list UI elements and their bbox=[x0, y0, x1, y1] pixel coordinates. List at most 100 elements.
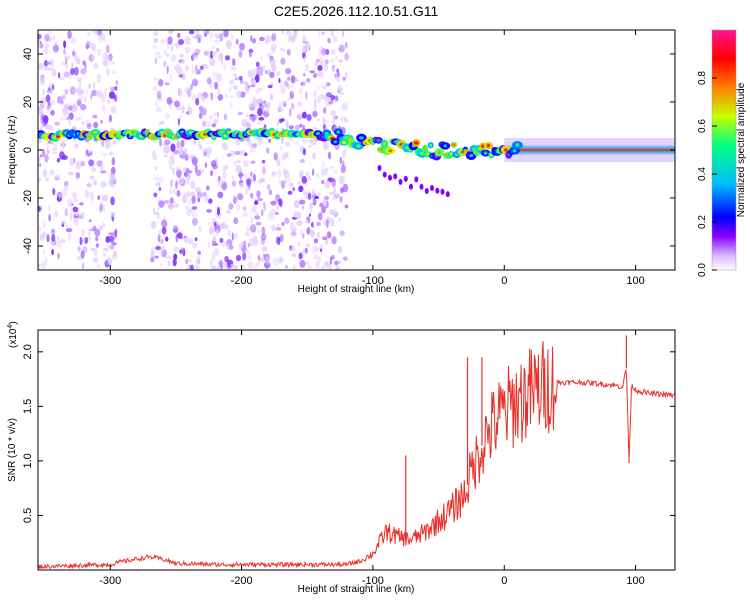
noise-blob bbox=[78, 214, 83, 219]
noise-blob bbox=[316, 58, 320, 63]
line-xtick-label: 0 bbox=[501, 575, 507, 587]
noise-blob bbox=[71, 191, 75, 198]
noise-blob bbox=[277, 237, 281, 246]
noise-blob bbox=[277, 240, 281, 245]
noise-blob bbox=[335, 265, 341, 270]
noise-blob bbox=[242, 211, 248, 218]
noise-blob bbox=[109, 245, 115, 250]
noise-blob bbox=[223, 62, 227, 71]
noise-blob bbox=[259, 177, 263, 184]
noise-blob bbox=[77, 246, 81, 252]
noise-blob bbox=[191, 206, 198, 210]
heatmap-xtick-label: -200 bbox=[231, 275, 253, 287]
noise-blob bbox=[212, 266, 218, 270]
signal-blob-core bbox=[388, 149, 393, 153]
noise-blob bbox=[203, 148, 208, 152]
noise-blob bbox=[100, 181, 107, 188]
noise-blob bbox=[283, 170, 290, 179]
noise-blob bbox=[266, 147, 270, 154]
noise-blob bbox=[67, 232, 72, 241]
noise-blob bbox=[42, 220, 47, 228]
noise-blob bbox=[67, 102, 71, 107]
noise-blob bbox=[65, 57, 68, 65]
colorbar-tick-label: 0.0 bbox=[697, 263, 708, 277]
noise-blob bbox=[177, 176, 184, 185]
noise-blob bbox=[313, 61, 319, 66]
noise-blob bbox=[56, 95, 63, 104]
noise-blob bbox=[41, 149, 46, 158]
noise-blob bbox=[330, 218, 335, 227]
noise-blob bbox=[93, 81, 96, 89]
noise-blob bbox=[154, 166, 158, 171]
noise-blob bbox=[174, 100, 180, 108]
signal-blob-core bbox=[484, 151, 488, 155]
noise-blob bbox=[291, 102, 295, 110]
noise-blob bbox=[86, 183, 92, 188]
line-ytick-label: 2.0 bbox=[22, 344, 34, 359]
noise-blob bbox=[262, 201, 266, 206]
noise-blob bbox=[173, 201, 177, 205]
noise-blob bbox=[61, 61, 65, 66]
noise-blob bbox=[315, 172, 320, 179]
noise-blob bbox=[310, 141, 317, 146]
noise-blob bbox=[217, 191, 224, 199]
noise-blob bbox=[250, 216, 254, 224]
noise-blob bbox=[285, 68, 292, 75]
noise-blob bbox=[279, 233, 284, 243]
noise-blob bbox=[344, 204, 349, 209]
noise-blob bbox=[250, 192, 254, 199]
noise-blob bbox=[307, 192, 312, 200]
noise-blob bbox=[257, 136, 264, 142]
noise-blob bbox=[313, 238, 318, 244]
noise-blob bbox=[164, 145, 170, 154]
noise-blob bbox=[339, 196, 343, 203]
noise-blob bbox=[158, 78, 164, 87]
noise-blob bbox=[230, 66, 237, 71]
noise-blob bbox=[344, 70, 348, 79]
noise-blob bbox=[306, 265, 312, 269]
noise-blob bbox=[57, 236, 60, 241]
noise-blob bbox=[228, 86, 232, 92]
signal-blob-core bbox=[423, 147, 427, 151]
noise-blob bbox=[153, 176, 159, 182]
noise-blob bbox=[235, 90, 242, 99]
noise-blob bbox=[216, 266, 222, 270]
noise-blob bbox=[211, 123, 217, 128]
noise-blob bbox=[104, 56, 110, 64]
noise-blob bbox=[232, 58, 236, 67]
noise-blob bbox=[62, 107, 69, 116]
line-ylabel: SNR (10 * v/v) bbox=[7, 418, 18, 482]
noise-blob bbox=[177, 232, 183, 239]
noise-blob bbox=[317, 85, 320, 91]
noise-blob bbox=[59, 76, 65, 81]
heatmap-xtick-label: -300 bbox=[99, 275, 121, 287]
noise-blob bbox=[109, 150, 112, 156]
noise-blob bbox=[254, 215, 261, 220]
noise-blob bbox=[51, 249, 54, 256]
noise-blob bbox=[278, 198, 283, 207]
noise-blob bbox=[233, 217, 239, 225]
noise-blob bbox=[209, 258, 213, 268]
noise-blob bbox=[106, 244, 110, 248]
noise-blob bbox=[235, 38, 239, 45]
noise-blob bbox=[265, 256, 271, 265]
noise-blob bbox=[63, 184, 69, 191]
noise-blob bbox=[184, 86, 191, 95]
noise-blob bbox=[156, 55, 163, 60]
noise-blob bbox=[96, 73, 101, 83]
noise-blob bbox=[242, 160, 249, 168]
noise-blob bbox=[173, 253, 178, 261]
noise-blob bbox=[239, 149, 246, 156]
noise-blob bbox=[284, 178, 288, 184]
noise-blob bbox=[340, 92, 345, 96]
noise-blob bbox=[255, 86, 260, 95]
noise-blob bbox=[248, 254, 251, 261]
noise-blob bbox=[271, 173, 276, 178]
noise-blob bbox=[66, 228, 73, 233]
noise-blob bbox=[342, 148, 348, 153]
noise-blob bbox=[340, 115, 343, 123]
noise-blob bbox=[318, 51, 323, 59]
noise-blob bbox=[80, 68, 87, 75]
noise-blob bbox=[333, 169, 338, 174]
noise-blob bbox=[196, 191, 203, 199]
